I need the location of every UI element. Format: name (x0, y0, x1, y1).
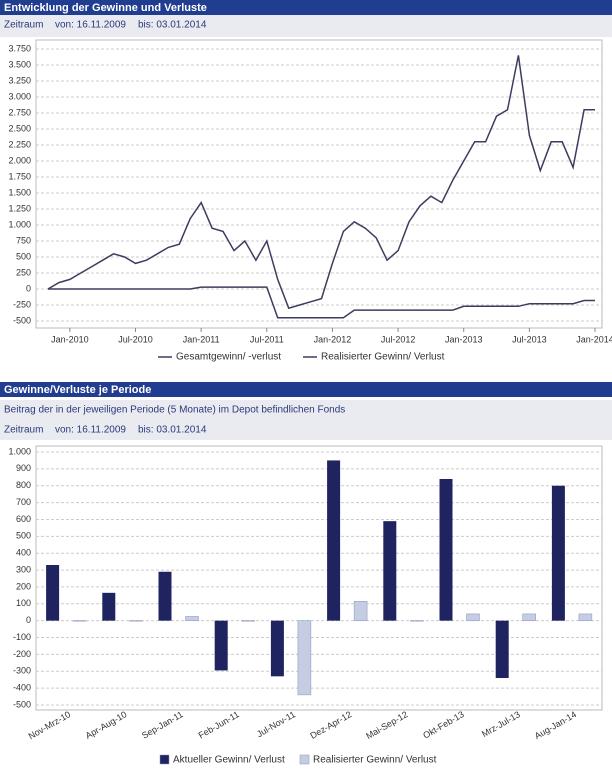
header-bar (0, 382, 612, 397)
bar (327, 460, 341, 621)
y-tick-label: 2.500 (8, 123, 31, 133)
legend-label: Aktueller Gewinn/ Verlust (173, 755, 285, 766)
period-from: von: 16.11.2009 (55, 20, 126, 31)
bar (410, 620, 424, 622)
y-tick-label: -400 (13, 683, 31, 693)
x-tick-label: Nov-Mrz-10 (27, 709, 73, 741)
y-tick-label: 2.750 (8, 107, 31, 117)
legend-swatch (159, 754, 170, 765)
legend-label: Gesamtgewinn/ -verlust (176, 352, 281, 363)
y-tick-label: 3.000 (8, 91, 31, 101)
panel-subtitle: Beitrag der in der jeweiligen Periode (5… (4, 405, 345, 416)
bar (522, 613, 536, 621)
y-tick-label: 500 (16, 531, 31, 541)
x-tick-label: Jul-2012 (381, 334, 416, 344)
x-tick-label: Okt-Feb-13 (421, 709, 465, 740)
bar (495, 620, 509, 679)
y-tick-label: 100 (16, 598, 31, 608)
y-tick-label: -200 (13, 649, 31, 659)
period-bar (0, 400, 612, 440)
y-tick-label: 0 (26, 283, 31, 293)
bar (129, 620, 143, 622)
x-tick-label: Jul-2010 (118, 334, 153, 344)
y-tick-label: 0 (26, 615, 31, 625)
x-tick-label: Aug-Jan-14 (533, 709, 578, 741)
legend-label: Realisierter Gewinn/ Verlust (321, 352, 445, 363)
legend-label: Realisierter Gewinn/ Verlust (313, 755, 437, 766)
x-tick-label: Mrz-Jul-13 (480, 709, 522, 739)
plot-frame (35, 445, 603, 711)
y-tick-label: 3.250 (8, 75, 31, 85)
y-tick-label: -500 (13, 699, 31, 709)
y-tick-label: -250 (13, 299, 31, 309)
y-tick-label: 1.250 (8, 203, 31, 213)
bar (466, 613, 480, 621)
y-tick-label: 3.750 (8, 43, 31, 53)
bar (578, 613, 593, 621)
x-tick-label: Jul-Nov-11 (255, 709, 297, 739)
y-tick-label: 1.000 (8, 446, 31, 456)
y-tick-label: 900 (16, 463, 31, 473)
bar (46, 565, 60, 621)
y-tick-label: 200 (16, 581, 31, 591)
x-tick-label: Dez-Apr-12 (308, 709, 353, 741)
y-tick-label: 1.000 (8, 219, 31, 229)
period-to: bis: 03.01.2014 (138, 425, 207, 436)
x-tick-label: Jan-2012 (314, 334, 352, 344)
plot-frame (35, 39, 603, 329)
bar (353, 601, 368, 621)
bar (270, 620, 284, 677)
y-tick-label: 400 (16, 548, 31, 558)
y-tick-label: -500 (13, 315, 31, 325)
y-tick-label: -100 (13, 632, 31, 642)
y-tick-label: 700 (16, 497, 31, 507)
y-tick-label: -300 (13, 666, 31, 676)
bar (383, 521, 397, 621)
y-tick-label: 800 (16, 480, 31, 490)
bar (214, 620, 228, 671)
bar (72, 620, 87, 622)
y-tick-label: 1.500 (8, 187, 31, 197)
x-tick-label: Jan-2010 (51, 334, 89, 344)
period-to: bis: 03.01.2014 (138, 20, 207, 31)
y-tick-label: 500 (16, 251, 31, 261)
panel-title: Entwicklung der Gewinne und Verluste (4, 2, 207, 14)
x-tick-label: Sep-Jan-11 (140, 709, 185, 741)
bar (158, 571, 172, 621)
y-tick-label: 600 (16, 514, 31, 524)
bar (439, 478, 453, 621)
y-tick-label: 300 (16, 564, 31, 574)
header-bar (0, 0, 612, 15)
bar (102, 592, 116, 621)
panel-title: Gewinne/Verluste je Periode (4, 384, 151, 396)
legend-swatch (299, 754, 310, 765)
x-tick-label: Jul-2011 (250, 334, 284, 344)
x-tick-label: Jul-2013 (512, 334, 547, 344)
period-label: Zeitraum (4, 425, 43, 436)
x-tick-label: Jan-2011 (183, 334, 220, 344)
period-label: Zeitraum (4, 20, 43, 31)
x-tick-label: Jan-2013 (445, 334, 483, 344)
y-tick-label: 1.750 (8, 171, 31, 181)
bar (185, 616, 199, 621)
x-tick-label: Feb-Jun-11 (197, 709, 241, 740)
y-tick-label: 2.250 (8, 139, 31, 149)
period-bar (0, 15, 612, 37)
period-from: von: 16.11.2009 (55, 425, 126, 436)
bar (551, 485, 565, 621)
bar (297, 620, 312, 696)
y-tick-label: 3.500 (8, 59, 31, 69)
x-tick-label: Mai-Sep-12 (364, 709, 409, 741)
y-tick-label: 250 (16, 267, 31, 277)
x-tick-label: Jan-2014 (576, 334, 612, 344)
line (47, 55, 595, 310)
x-tick-label: Apr-Aug-10 (84, 709, 129, 741)
line (48, 286, 595, 319)
y-tick-label: 750 (16, 235, 31, 245)
bar (241, 620, 255, 622)
y-tick-label: 2.000 (8, 155, 31, 165)
